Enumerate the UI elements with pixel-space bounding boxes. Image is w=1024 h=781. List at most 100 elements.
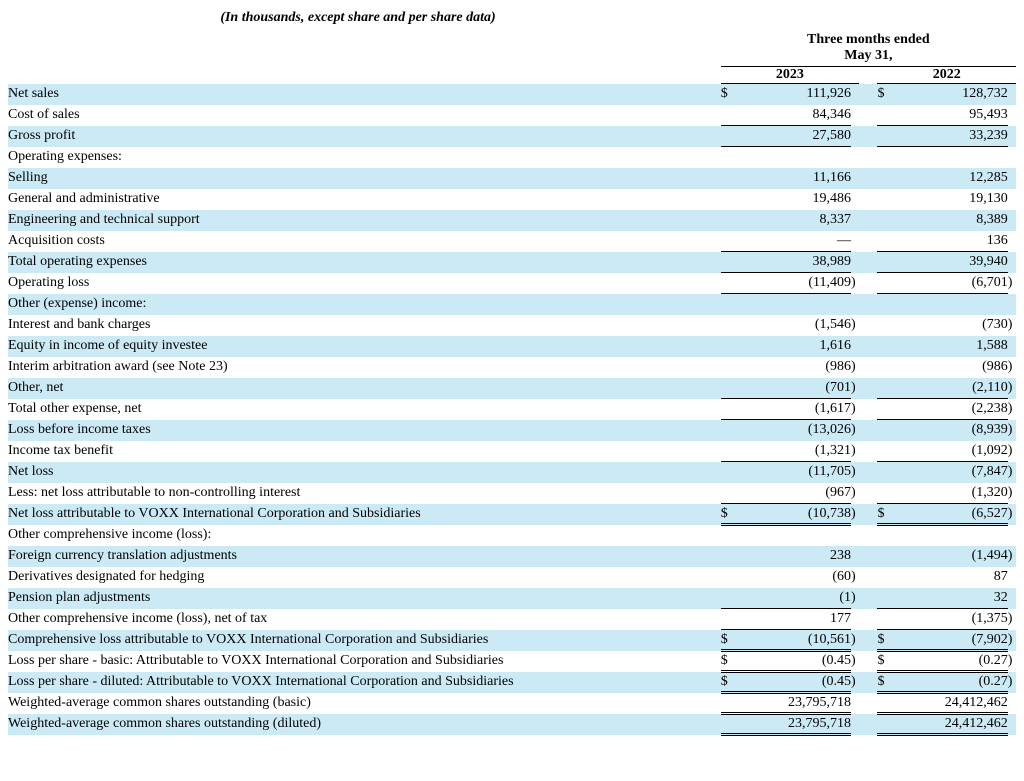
label: Weighted-average common shares outstandi… — [8, 714, 721, 735]
sym2 — [877, 336, 895, 357]
row-arbitration: Interim arbitration award (see Note 23) … — [8, 357, 1016, 378]
sym1: $ — [721, 672, 739, 693]
sym1 — [721, 483, 739, 504]
val1: — — [739, 231, 851, 252]
p1: ) — [851, 651, 859, 672]
val1: 23,795,718 — [739, 714, 851, 735]
val1: (1,617 — [739, 399, 851, 420]
label: Net loss — [8, 462, 721, 483]
val2: 1,588 — [896, 336, 1008, 357]
val1: (11,409 — [739, 273, 851, 294]
p2 — [1008, 105, 1016, 126]
val2: (6,701 — [896, 273, 1008, 294]
p2: ) — [1008, 420, 1016, 441]
sym2 — [877, 105, 895, 126]
label: Pension plan adjustments — [8, 588, 721, 609]
label: Engineering and technical support — [8, 210, 721, 231]
sym2 — [877, 126, 895, 147]
sym1: $ — [721, 84, 739, 105]
val2: 8,389 — [896, 210, 1008, 231]
label: Interim arbitration award (see Note 23) — [8, 357, 721, 378]
row-shares-diluted: Weighted-average common shares outstandi… — [8, 714, 1016, 735]
val1: (967 — [739, 483, 851, 504]
row-loss-before-tax: Loss before income taxes (13,026 ) (8,93… — [8, 420, 1016, 441]
label: General and administrative — [8, 189, 721, 210]
val2: 32 — [896, 588, 1008, 609]
row-operating-loss: Operating loss (11,409 ) (6,701 ) — [8, 273, 1016, 294]
label: Foreign currency translation adjustments — [8, 546, 721, 567]
val1: (10,561 — [739, 630, 851, 651]
sym1 — [721, 714, 739, 735]
sym2 — [877, 693, 895, 714]
val1: 84,346 — [739, 105, 851, 126]
row-engineering: Engineering and technical support 8,337 … — [8, 210, 1016, 231]
label: Acquisition costs — [8, 231, 721, 252]
p1: ) — [851, 483, 859, 504]
sym2 — [877, 315, 895, 336]
val2: (6,527 — [896, 504, 1008, 525]
period-line1: Three months ended — [807, 32, 930, 47]
p1: ) — [851, 315, 859, 336]
p1 — [851, 231, 859, 252]
p2: ) — [1008, 504, 1016, 525]
row-gross-profit: Gross profit 27,580 33,239 — [8, 126, 1016, 147]
p2: ) — [1008, 546, 1016, 567]
p1: ) — [851, 399, 859, 420]
p2 — [1008, 84, 1016, 105]
label: Other (expense) income: — [8, 294, 721, 315]
sym1 — [721, 567, 739, 588]
p2 — [1008, 252, 1016, 273]
sym2: $ — [877, 84, 895, 105]
p1: ) — [851, 630, 859, 651]
p1: ) — [851, 567, 859, 588]
p1: ) — [851, 441, 859, 462]
label: Gross profit — [8, 126, 721, 147]
row-acquisition: Acquisition costs — 136 — [8, 231, 1016, 252]
sym2 — [877, 609, 895, 630]
row-less-nci: Less: net loss attributable to non-contr… — [8, 483, 1016, 504]
label: Other comprehensive income (loss), net o… — [8, 609, 721, 630]
row-other-header: Other (expense) income: — [8, 294, 1016, 315]
period-line2: May 31, — [844, 48, 892, 63]
p1 — [851, 210, 859, 231]
val1: 8,337 — [739, 210, 851, 231]
p1 — [851, 714, 859, 735]
sym2 — [877, 420, 895, 441]
val2: (1,092 — [896, 441, 1008, 462]
label: Other comprehensive income (loss): — [8, 525, 721, 546]
val1: 238 — [739, 546, 851, 567]
label: Derivatives designated for hedging — [8, 567, 721, 588]
sym1 — [721, 357, 739, 378]
sym1 — [721, 378, 739, 399]
row-lps-basic: Loss per share - basic: Attributable to … — [8, 651, 1016, 672]
p1 — [851, 252, 859, 273]
val2: (986 — [896, 357, 1008, 378]
label: Operating expenses: — [8, 147, 721, 168]
p2 — [1008, 210, 1016, 231]
sym2 — [877, 483, 895, 504]
val1: (10,738 — [739, 504, 851, 525]
p2 — [1008, 168, 1016, 189]
p2 — [1008, 336, 1016, 357]
val1: (1,321 — [739, 441, 851, 462]
label: Comprehensive loss attributable to VOXX … — [8, 630, 721, 651]
label: Equity in income of equity investee — [8, 336, 721, 357]
sym1 — [721, 441, 739, 462]
val2: 19,130 — [896, 189, 1008, 210]
label: Net loss attributable to VOXX Internatio… — [8, 504, 721, 525]
label: Weighted-average common shares outstandi… — [8, 693, 721, 714]
p2 — [1008, 567, 1016, 588]
p2: ) — [1008, 315, 1016, 336]
val1: (986 — [739, 357, 851, 378]
sym1 — [721, 126, 739, 147]
p1: ) — [851, 420, 859, 441]
p2 — [1008, 189, 1016, 210]
row-pension: Pension plan adjustments (1 ) 32 — [8, 588, 1016, 609]
header-period: Three months ended May 31, — [8, 32, 1016, 66]
row-tax-benefit: Income tax benefit (1,321 ) (1,092 ) — [8, 441, 1016, 462]
p1 — [851, 105, 859, 126]
p2 — [1008, 231, 1016, 252]
val2: 128,732 — [896, 84, 1008, 105]
row-comprehensive-loss: Comprehensive loss attributable to VOXX … — [8, 630, 1016, 651]
label: Total operating expenses — [8, 252, 721, 273]
